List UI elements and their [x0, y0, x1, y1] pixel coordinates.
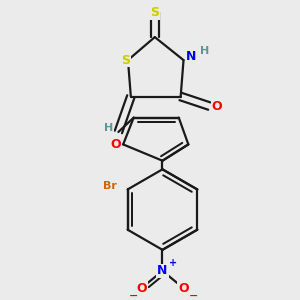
- Text: +: +: [169, 258, 177, 268]
- Text: H: H: [200, 46, 209, 56]
- Text: O: O: [110, 138, 121, 151]
- Text: −: −: [188, 291, 198, 300]
- Text: O: O: [178, 282, 189, 295]
- Text: N: N: [186, 50, 196, 63]
- Text: O: O: [136, 282, 147, 295]
- Text: O: O: [212, 100, 222, 112]
- Text: S: S: [122, 54, 130, 67]
- Text: −: −: [129, 291, 138, 300]
- Text: Br: Br: [103, 181, 117, 190]
- Text: S: S: [150, 6, 159, 19]
- Text: H: H: [104, 123, 113, 133]
- Text: N: N: [157, 264, 168, 278]
